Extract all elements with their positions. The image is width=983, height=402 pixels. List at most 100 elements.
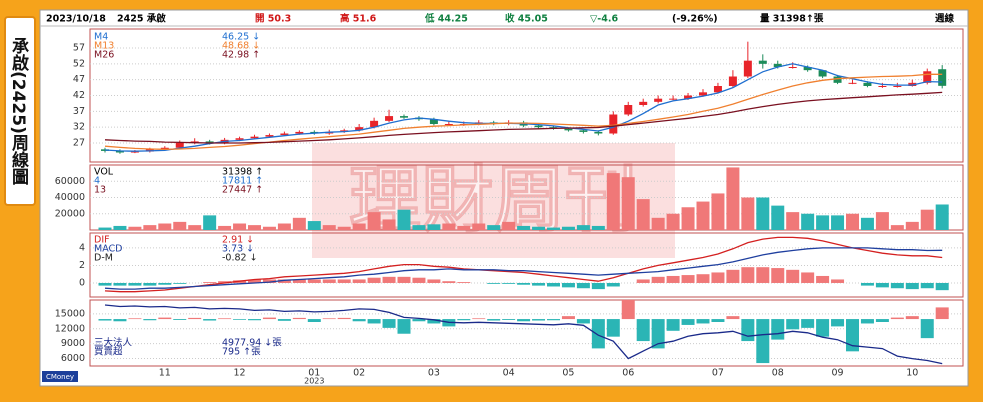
header-item: 週線 <box>935 13 955 25</box>
panel-frame <box>89 299 964 367</box>
volume-bar <box>337 226 351 230</box>
macd-bar <box>726 269 740 283</box>
candle-body <box>654 98 663 102</box>
net-bar <box>591 319 605 349</box>
volume-bar <box>875 212 889 230</box>
volume-bar <box>203 215 217 230</box>
legend-value: -0.82 ↓ <box>222 253 258 264</box>
candle-body <box>908 82 917 86</box>
macd-bar <box>203 282 217 283</box>
macd-bar <box>547 282 560 287</box>
candle-body <box>878 86 887 87</box>
legend-value: 48.68 ↓ <box>222 41 260 52</box>
net-bar <box>920 319 934 339</box>
macd-bar <box>277 279 291 283</box>
net-bar <box>756 319 770 364</box>
macd-bar <box>771 268 785 283</box>
candle-body <box>728 76 737 86</box>
macd-bar <box>741 267 755 283</box>
candle-body <box>250 136 259 139</box>
net-bar <box>98 319 112 321</box>
volume-bar <box>576 225 590 230</box>
candle-body <box>713 86 722 93</box>
x-tick-label: 05 <box>562 368 574 379</box>
macd-bar <box>248 279 261 283</box>
candle-body <box>205 141 214 143</box>
macd-bar <box>382 276 396 283</box>
x-tick-label: 03 <box>428 368 440 379</box>
candle-body <box>429 119 438 124</box>
macd-bar <box>173 282 187 284</box>
volume-bar <box>786 212 800 230</box>
volume-bar <box>711 193 725 230</box>
macd-bar <box>487 282 501 284</box>
net-bar <box>771 319 785 340</box>
volume-bar <box>158 223 172 230</box>
net-bar <box>427 319 441 324</box>
macd-bar <box>442 281 456 283</box>
net-bar <box>502 319 516 320</box>
net-bar <box>846 319 859 352</box>
volume-bar <box>935 204 949 230</box>
macd-bar <box>502 282 516 284</box>
macd-bar <box>218 281 232 283</box>
candle-body <box>175 143 184 148</box>
macd-bar <box>412 277 426 283</box>
macd-bar <box>457 282 471 283</box>
legend-name: 買賣超 <box>94 346 123 358</box>
header-item: 收 45.05 <box>505 13 548 25</box>
net-bar <box>860 319 874 324</box>
net-bar <box>248 319 261 321</box>
volume-bar <box>726 167 740 230</box>
net-bar <box>173 319 187 320</box>
net-bar <box>457 319 471 321</box>
net-bar <box>113 319 127 322</box>
macd-bar <box>756 267 770 283</box>
ma-line <box>104 91 943 144</box>
volume-bar <box>248 225 261 230</box>
macd-bar <box>352 279 366 283</box>
y-tick-label: 2 <box>79 260 85 271</box>
net-bar <box>547 319 560 321</box>
candle-body <box>863 82 872 86</box>
legend-value: 3.73 ↓ <box>222 244 254 255</box>
macd-bar <box>681 275 695 283</box>
candle-body <box>370 120 379 128</box>
net-bar <box>517 319 531 322</box>
candle-body <box>385 116 394 121</box>
macd-bar <box>517 282 531 285</box>
net-bar <box>397 319 411 334</box>
ma-line <box>104 73 943 150</box>
legend-name: 三大法人 <box>94 337 133 349</box>
net-bar <box>696 319 710 324</box>
y-tick-label: 20000 <box>55 208 85 219</box>
macd-bar <box>158 282 172 285</box>
y-tick-label: 40000 <box>55 192 85 203</box>
candle-body <box>773 63 782 67</box>
volume-bar <box>801 213 815 230</box>
volume-bar <box>502 221 516 230</box>
volume-bar <box>831 215 845 230</box>
x-tick-label: 12 <box>234 368 246 379</box>
candle-body <box>848 82 857 84</box>
volume-bar <box>412 225 426 230</box>
x-tick-label: 01 <box>308 368 320 379</box>
holdings-line <box>104 304 943 365</box>
macd-bar <box>696 274 710 283</box>
macd-bar <box>786 269 800 283</box>
volume-bar <box>606 173 620 230</box>
volume-bar <box>442 223 456 230</box>
legend-value: 31398 ↑ <box>222 167 263 178</box>
net-bar <box>816 319 830 337</box>
candle-body <box>833 76 842 83</box>
macd-bar <box>905 282 919 290</box>
net-bar <box>203 319 217 321</box>
volume-bar <box>621 177 635 230</box>
macd-bar <box>322 279 336 283</box>
net-bar <box>322 318 336 320</box>
macd-bar <box>143 282 157 286</box>
net-bar <box>487 319 501 321</box>
volume-bar <box>188 225 202 230</box>
volume-bar <box>322 225 336 230</box>
